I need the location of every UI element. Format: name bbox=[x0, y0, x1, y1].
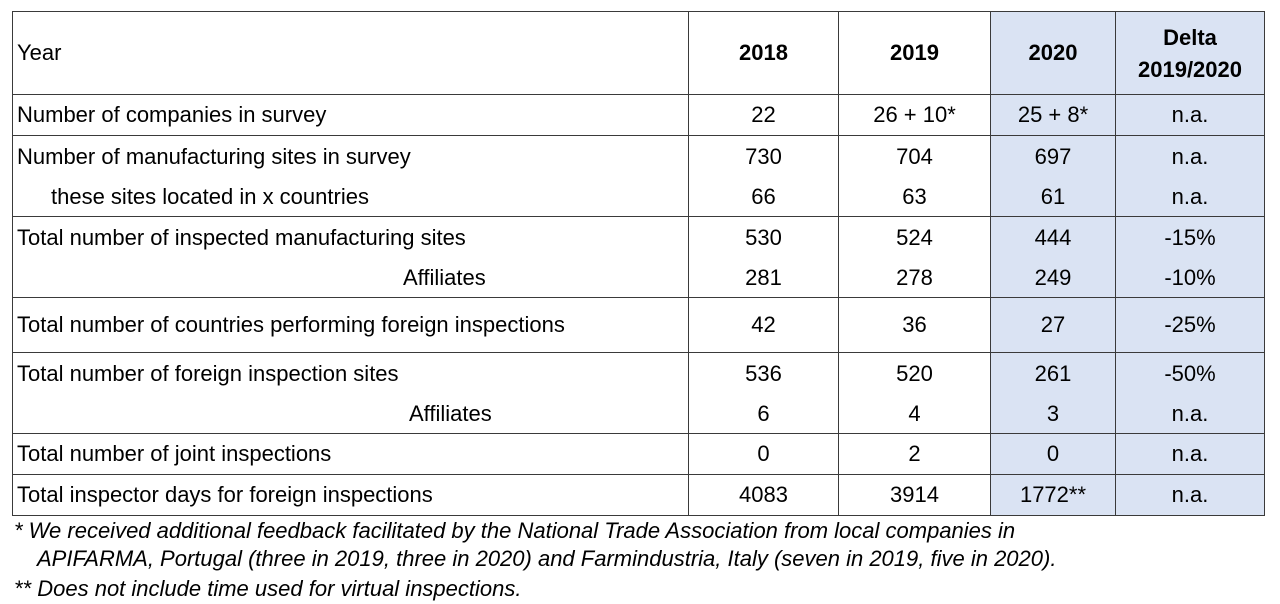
cell-2020: 1772** bbox=[990, 474, 1116, 516]
cell-2018: 6 bbox=[757, 401, 770, 426]
row-label: Total number of joint inspections bbox=[12, 433, 689, 475]
cell-2019: 278 bbox=[896, 265, 933, 290]
cell-delta: n.a. bbox=[1115, 474, 1265, 516]
table-row-group: Total number of inspected manufacturing … bbox=[12, 216, 1265, 298]
cell-2018: 281 bbox=[745, 265, 782, 290]
table-row: Total number of countries performing for… bbox=[12, 297, 1265, 353]
cell-2019: 704 bbox=[896, 144, 933, 169]
cell-2020: 261 bbox=[1034, 361, 1072, 386]
header-delta-line1: Delta bbox=[1163, 25, 1217, 50]
header-2019: 2019 bbox=[838, 11, 991, 95]
header-2020: 2020 bbox=[990, 11, 1116, 95]
cell-2018: 536 bbox=[745, 361, 782, 386]
cell-2018: 4083 bbox=[688, 474, 839, 516]
cell-2018: 22 bbox=[688, 94, 839, 136]
row-label: Total number of inspected manufacturing … bbox=[17, 225, 466, 250]
cell-delta: n.a. bbox=[1171, 184, 1209, 209]
row-label: Number of manufacturing sites in survey bbox=[17, 144, 411, 169]
table-row-group: Number of manufacturing sites in survey … bbox=[12, 135, 1265, 217]
row-label: these sites located in x countries bbox=[51, 184, 369, 209]
table-row: Total inspector days for foreign inspect… bbox=[12, 474, 1265, 516]
cell-2018: 66 bbox=[751, 184, 776, 209]
cell-2020: 0 bbox=[990, 433, 1116, 475]
cell-2020: 249 bbox=[1034, 265, 1072, 290]
header-row: Year 2018 2019 2020 Delta 2019/2020 bbox=[12, 11, 1265, 95]
cell-delta: n.a. bbox=[1171, 144, 1209, 169]
cell-delta: n.a. bbox=[1115, 433, 1265, 475]
inspection-survey-table: Year 2018 2019 2020 Delta 2019/2020 Numb… bbox=[12, 11, 1265, 516]
cell-2019: 520 bbox=[896, 361, 933, 386]
cell-2020: 27 bbox=[990, 297, 1116, 353]
table-row: Number of companies in survey 22 26 + 10… bbox=[12, 94, 1265, 136]
cell-delta: -15% bbox=[1164, 225, 1216, 250]
header-delta-line2: 2019/2020 bbox=[1138, 57, 1242, 82]
cell-delta: n.a. bbox=[1171, 401, 1209, 426]
cell-2019: 36 bbox=[838, 297, 991, 353]
cell-2020: 3 bbox=[1046, 401, 1060, 426]
table-row-group: Total number of foreign inspection sites… bbox=[12, 352, 1265, 434]
row-label: Affiliates bbox=[409, 401, 492, 426]
footnote-2: ** Does not include time used for virtua… bbox=[14, 576, 522, 601]
row-label: Number of companies in survey bbox=[12, 94, 689, 136]
table-row: Total number of joint inspections 0 2 0 … bbox=[12, 433, 1265, 475]
cell-2018: 530 bbox=[745, 225, 782, 250]
row-label: Total inspector days for foreign inspect… bbox=[12, 474, 689, 516]
cell-2019: 4 bbox=[908, 401, 921, 426]
cell-delta: -50% bbox=[1164, 361, 1216, 386]
cell-delta: -25% bbox=[1115, 297, 1265, 353]
cell-2019: 2 bbox=[838, 433, 991, 475]
cell-2018: 730 bbox=[745, 144, 782, 169]
cell-2019: 26 + 10* bbox=[838, 94, 991, 136]
cell-2018: 42 bbox=[688, 297, 839, 353]
cell-2020: 25 + 8* bbox=[990, 94, 1116, 136]
cell-2019: 3914 bbox=[838, 474, 991, 516]
cell-2020: 61 bbox=[1040, 184, 1066, 209]
cell-2019: 524 bbox=[896, 225, 933, 250]
cell-2020: 444 bbox=[1034, 225, 1072, 250]
cell-delta: -10% bbox=[1164, 265, 1216, 290]
cell-2018: 0 bbox=[688, 433, 839, 475]
cell-2019: 63 bbox=[902, 184, 927, 209]
row-label: Total number of countries performing for… bbox=[12, 297, 689, 353]
footnote-1-line-2: APIFARMA, Portugal (three in 2019, three… bbox=[37, 546, 1057, 571]
header-year-label: Year bbox=[12, 11, 689, 95]
cell-2020: 697 bbox=[1034, 144, 1072, 169]
row-label: Affiliates bbox=[403, 265, 486, 290]
row-label: Total number of foreign inspection sites bbox=[17, 361, 399, 386]
header-2018: 2018 bbox=[688, 11, 839, 95]
cell-delta: n.a. bbox=[1115, 94, 1265, 136]
footnote-1-line-1: * We received additional feedback facili… bbox=[14, 518, 1016, 543]
header-delta: Delta 2019/2020 bbox=[1115, 11, 1265, 95]
